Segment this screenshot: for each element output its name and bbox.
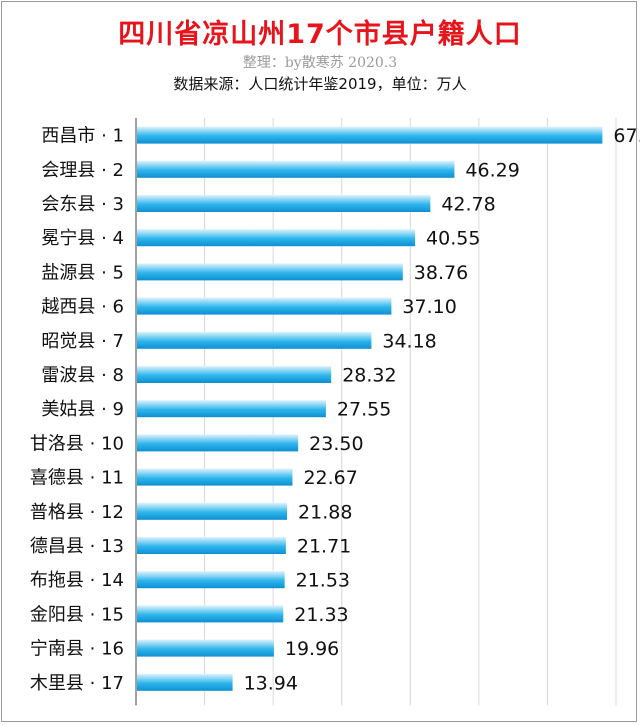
bar — [137, 502, 288, 520]
chart-title: 四川省凉山州17个市县户籍人口 — [118, 19, 522, 50]
category-label: 布拖县 · 14 — [30, 570, 124, 591]
category-label: 越西县 · 6 — [41, 297, 124, 318]
category-label: 德昌县 · 13 — [30, 536, 124, 557]
bar — [137, 331, 372, 349]
data-source-note: 数据来源：人口统计年鉴2019，单位：万人 — [173, 75, 467, 93]
bar — [137, 673, 233, 691]
category-label: 喜德县 · 11 — [30, 468, 124, 489]
category-label: 甘洛县 · 10 — [30, 433, 124, 454]
bar — [137, 434, 299, 452]
value-label: 67.87 — [613, 125, 640, 147]
value-label: 40.55 — [426, 228, 480, 250]
value-label: 19.96 — [285, 638, 339, 660]
bar — [137, 400, 326, 418]
category-label: 冕宁县 · 4 — [41, 228, 124, 249]
category-label: 宁南县 · 16 — [30, 639, 124, 660]
category-label: 金阳县 · 15 — [30, 604, 124, 625]
bar — [137, 297, 392, 315]
value-label: 42.78 — [441, 194, 495, 216]
bar — [137, 366, 332, 383]
bar — [137, 263, 403, 281]
value-label: 28.32 — [342, 365, 396, 387]
category-label: 会东县 · 3 — [41, 194, 124, 215]
bar — [137, 571, 285, 589]
bar — [137, 160, 455, 178]
labels: 西昌市 · 1 67.87 会理县 · 2 46.29 会东县 · 3 42.78 冕宁县 … — [30, 125, 640, 694]
category-label: 木里县 · 17 — [30, 673, 124, 694]
value-label: 34.18 — [382, 330, 436, 352]
bar — [137, 468, 293, 486]
bar — [137, 229, 416, 247]
bar — [137, 537, 286, 554]
value-label: 37.10 — [402, 296, 456, 318]
value-label: 22.67 — [303, 467, 357, 489]
value-label: 38.76 — [414, 262, 468, 284]
category-label: 普格县 · 12 — [30, 502, 124, 523]
category-label: 昭觉县 · 7 — [41, 331, 124, 352]
bars — [137, 126, 603, 691]
value-label: 21.33 — [294, 604, 348, 626]
category-label: 雷波县 · 8 — [41, 365, 124, 386]
value-label: 21.53 — [296, 570, 350, 592]
value-label: 27.55 — [337, 399, 391, 421]
value-label: 21.88 — [298, 501, 352, 523]
bar — [137, 605, 284, 623]
value-label: 23.50 — [309, 433, 363, 455]
category-label: 西昌市 · 1 — [41, 126, 124, 147]
bar — [137, 126, 603, 144]
value-label: 21.71 — [297, 536, 351, 558]
value-label: 13.94 — [244, 672, 298, 694]
category-label: 盐源县 · 5 — [41, 262, 124, 283]
category-label: 美姑县 · 9 — [41, 399, 124, 420]
bar — [137, 639, 274, 657]
category-label: 会理县 · 2 — [41, 160, 124, 181]
chart-subtitle: 整理：by散寒苏 2020.3 — [242, 55, 398, 71]
bar — [137, 195, 431, 212]
value-label: 46.29 — [465, 159, 519, 181]
